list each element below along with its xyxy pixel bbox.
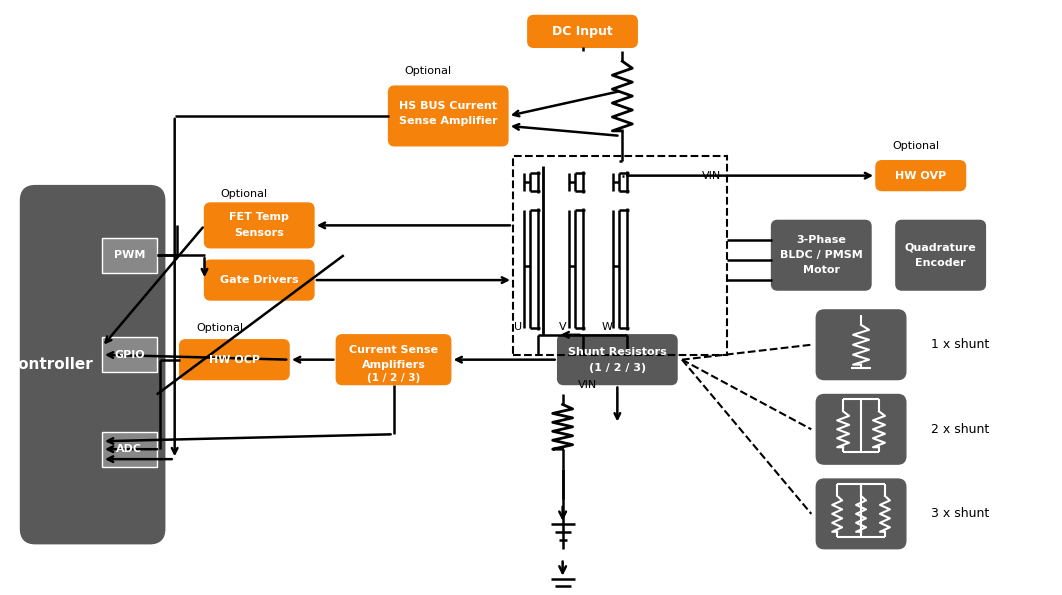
Text: HS BUS Current: HS BUS Current [399, 101, 497, 111]
FancyBboxPatch shape [337, 335, 450, 384]
Text: FET Temp: FET Temp [229, 212, 289, 223]
FancyBboxPatch shape [896, 220, 986, 290]
Text: Current Sense: Current Sense [349, 345, 438, 355]
Text: Motor: Motor [803, 265, 840, 275]
Text: ADC: ADC [117, 444, 142, 454]
Text: Optional: Optional [221, 189, 268, 199]
Text: PWM: PWM [114, 250, 145, 260]
Bar [102, 238, 157, 273]
Text: 3 x shunt: 3 x shunt [930, 508, 989, 521]
Text: Optional: Optional [195, 323, 243, 333]
FancyBboxPatch shape [558, 335, 678, 384]
Bar [102, 432, 157, 466]
Text: Controller: Controller [7, 357, 93, 372]
FancyBboxPatch shape [205, 203, 314, 248]
FancyBboxPatch shape [20, 186, 165, 544]
Text: W: W [602, 322, 613, 332]
Text: VIN: VIN [702, 171, 721, 181]
Text: BLDC / PMSM: BLDC / PMSM [780, 250, 862, 260]
Text: Optional: Optional [892, 141, 939, 151]
FancyBboxPatch shape [205, 260, 314, 300]
Text: U: U [514, 322, 521, 332]
Text: Quadrature: Quadrature [905, 242, 977, 252]
FancyBboxPatch shape [876, 161, 965, 190]
Text: 2 x shunt: 2 x shunt [930, 423, 989, 436]
Text: HW OVP: HW OVP [895, 171, 946, 181]
FancyBboxPatch shape [528, 15, 637, 48]
Bar [102, 337, 157, 372]
Text: Shunt Resistors: Shunt Resistors [568, 347, 667, 357]
Bar [513, 156, 726, 355]
Text: GPIO: GPIO [114, 350, 144, 360]
Text: DC Input: DC Input [552, 25, 613, 38]
Text: V: V [559, 322, 566, 332]
Text: Amplifiers: Amplifiers [361, 359, 426, 369]
Text: Gate Drivers: Gate Drivers [220, 275, 298, 285]
Text: 1 x shunt: 1 x shunt [930, 338, 989, 351]
Text: (1 / 2 / 3): (1 / 2 / 3) [366, 372, 421, 383]
Text: HW OCP: HW OCP [209, 355, 260, 365]
FancyBboxPatch shape [179, 340, 289, 380]
FancyBboxPatch shape [817, 310, 906, 380]
FancyBboxPatch shape [817, 479, 906, 549]
FancyBboxPatch shape [389, 86, 508, 146]
Text: Encoder: Encoder [915, 258, 966, 268]
FancyBboxPatch shape [771, 220, 871, 290]
Text: (1 / 2 / 3): (1 / 2 / 3) [588, 362, 646, 372]
Text: 3-Phase: 3-Phase [796, 235, 846, 245]
Text: VIN: VIN [578, 380, 597, 390]
Text: Sensors: Sensors [235, 228, 285, 239]
FancyBboxPatch shape [817, 394, 906, 464]
Text: Optional: Optional [405, 66, 452, 76]
Text: Sense Amplifier: Sense Amplifier [399, 116, 498, 126]
